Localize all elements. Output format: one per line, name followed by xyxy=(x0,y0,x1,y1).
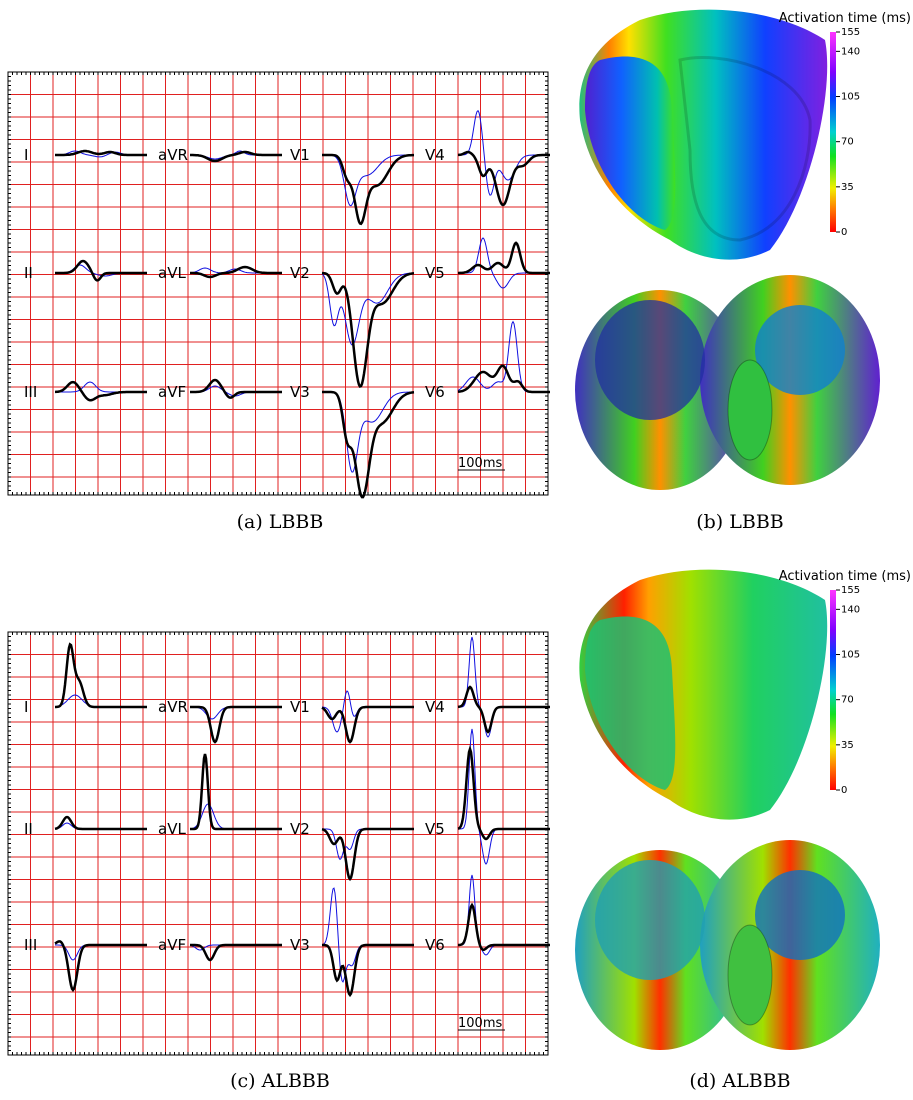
lead-label: V5 xyxy=(425,820,445,838)
caption: (d) ALBBB xyxy=(689,1070,790,1092)
colorbar-label: 105 xyxy=(841,92,860,103)
caption: (a) LBBB xyxy=(237,511,324,533)
ecg-trace-meas xyxy=(54,940,147,992)
colorbar-label: 105 xyxy=(841,650,860,661)
ecg-trace-meas xyxy=(457,685,550,734)
ecg-trace-meas xyxy=(322,390,415,499)
colorbar-label: 155 xyxy=(841,27,860,38)
ecg-trace-meas xyxy=(55,380,147,402)
lead-label: V6 xyxy=(425,383,445,401)
ecg-trace-meas xyxy=(190,705,282,744)
ecg-trace-meas xyxy=(55,149,147,157)
ecg-trace-sim xyxy=(321,272,414,346)
heart-view xyxy=(575,275,880,490)
lead-label: II xyxy=(24,264,33,282)
ecg-trace-meas xyxy=(55,642,147,709)
ecg-trace-meas xyxy=(321,271,415,389)
lead-label: V4 xyxy=(425,698,445,716)
ecg-trace-meas xyxy=(190,265,282,279)
ecg-trace-sim xyxy=(322,154,414,207)
heart-view xyxy=(579,569,828,820)
lead-label: V5 xyxy=(425,264,445,282)
ecg-trace-meas xyxy=(458,241,550,275)
lead-label: V1 xyxy=(290,698,310,716)
lead-label: aVR xyxy=(158,146,188,164)
lead-label: aVL xyxy=(158,264,186,282)
scale-label: 100ms xyxy=(458,1016,502,1031)
lead-label: III xyxy=(24,383,37,401)
heart-view xyxy=(575,840,880,1050)
colorbar-label: 140 xyxy=(841,46,860,57)
lead-label: V3 xyxy=(290,383,310,401)
ecg-trace-meas xyxy=(190,753,282,831)
colorbar-title: Activation time (ms) xyxy=(779,569,911,584)
lead-label: V6 xyxy=(425,936,445,954)
colorbar-label: 0 xyxy=(841,785,847,796)
colorbar-label: 70 xyxy=(841,695,854,706)
ecg-trace-meas xyxy=(190,150,282,163)
ecg-trace-meas xyxy=(321,827,414,882)
lead-label: aVR xyxy=(158,698,188,716)
scale-label: 100ms xyxy=(458,456,502,471)
lead-label: V4 xyxy=(425,146,445,164)
colorbar-label: 35 xyxy=(841,182,854,193)
caption: (b) LBBB xyxy=(696,511,784,533)
ecg-trace-meas xyxy=(457,364,550,394)
lead-label: aVF xyxy=(158,383,186,401)
lead-label: I xyxy=(24,146,28,164)
colorbar-label: 35 xyxy=(841,740,854,751)
colorbar-label: 0 xyxy=(841,227,847,238)
ecg-trace-meas xyxy=(190,943,282,962)
colorbar xyxy=(830,32,836,232)
lead-label: V2 xyxy=(290,820,310,838)
ecg-trace-meas xyxy=(190,378,282,399)
caption: (c) ALBBB xyxy=(230,1070,330,1092)
colorbar-title: Activation time (ms) xyxy=(779,11,911,26)
ecg-trace-meas xyxy=(322,153,414,226)
lead-label: V3 xyxy=(290,936,310,954)
lead-label: II xyxy=(24,820,33,838)
ecg-trace-meas xyxy=(458,902,550,951)
lead-label: V1 xyxy=(290,146,310,164)
colorbar-label: 155 xyxy=(841,585,860,596)
lead-label: V2 xyxy=(290,264,310,282)
ecg-trace-meas xyxy=(457,744,550,841)
ecg-trace-meas xyxy=(55,259,147,282)
lead-label: III xyxy=(24,936,37,954)
ecg-trace-meas xyxy=(321,705,414,744)
ecg-trace-meas xyxy=(458,150,550,207)
heart-view xyxy=(579,9,828,260)
colorbar-label: 70 xyxy=(841,137,854,148)
ecg-trace-meas xyxy=(322,943,414,998)
colorbar xyxy=(830,590,836,790)
lead-label: aVL xyxy=(158,820,186,838)
colorbar-label: 140 xyxy=(841,604,860,615)
lead-label: I xyxy=(24,698,28,716)
lead-label: aVF xyxy=(158,936,186,954)
ecg-trace-meas xyxy=(54,815,147,831)
